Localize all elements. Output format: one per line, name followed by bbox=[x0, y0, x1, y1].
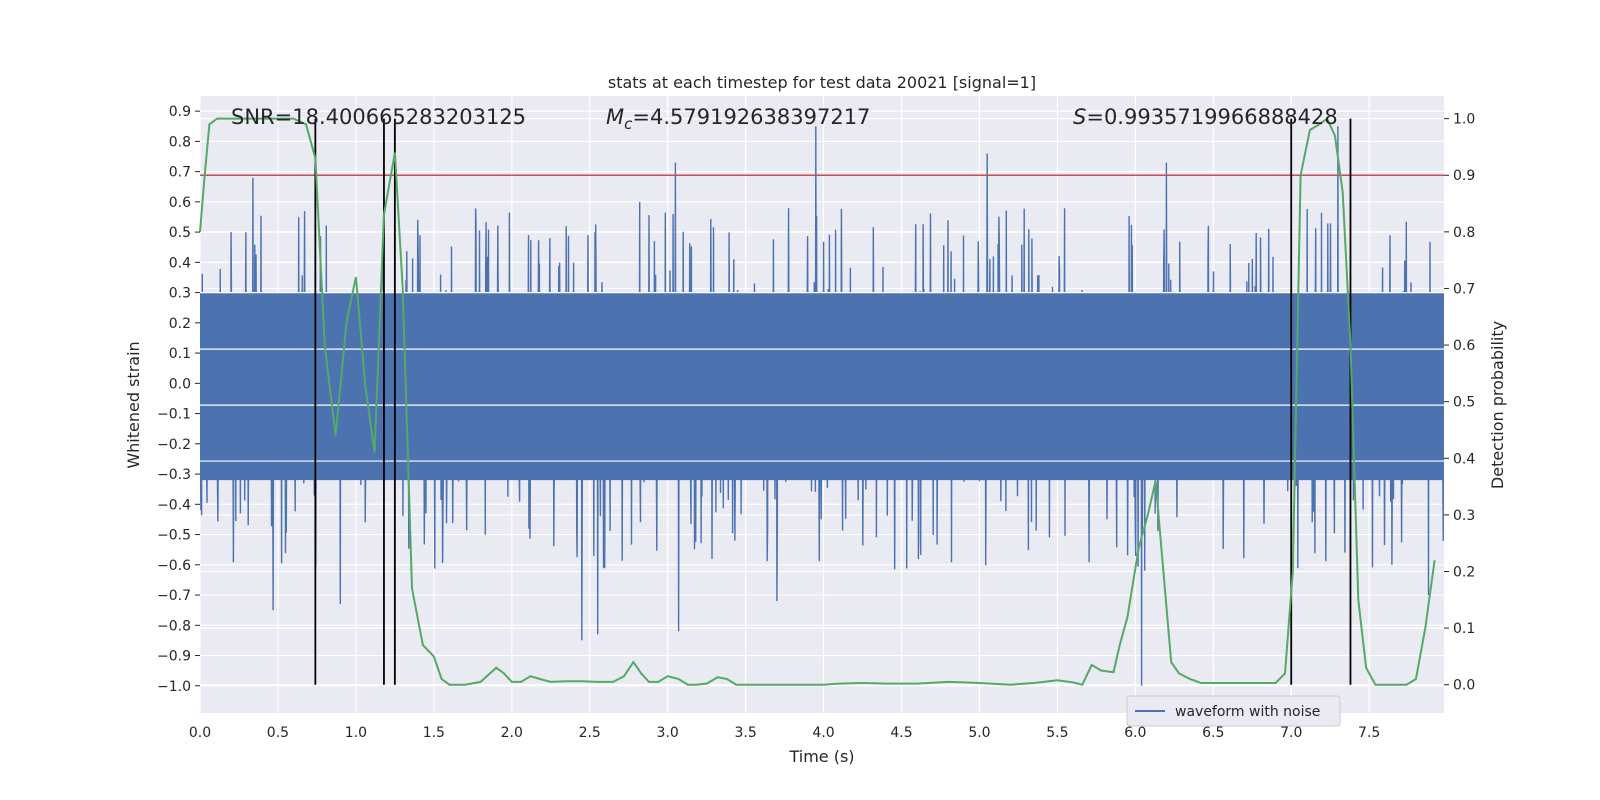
y-tick-label-right: 0.3 bbox=[1453, 508, 1475, 524]
x-tick-label: 5.0 bbox=[968, 725, 990, 741]
x-tick-label: 1.5 bbox=[423, 725, 445, 741]
y-tick-label-left: 0.2 bbox=[169, 316, 191, 332]
y-tick-label-right: 1.0 bbox=[1453, 112, 1475, 128]
y-tick-label-left: −0.1 bbox=[157, 407, 191, 423]
x-tick-label: 4.0 bbox=[812, 725, 834, 741]
y-tick-label-left: −1.0 bbox=[157, 679, 191, 695]
tick-layer: 0.0 0.5 1.0 1.5 2.0 2.5 3.0 3.5 4.0 4.5 5.0 5.5 6.0 6… bbox=[157, 104, 1475, 741]
x-tick-label: 7.0 bbox=[1280, 725, 1302, 741]
s-value: =0.9935719966888428 bbox=[1086, 105, 1337, 129]
y-axis-label-left: Whitened strain bbox=[124, 341, 143, 468]
y-tick-label-right: 0.7 bbox=[1453, 281, 1475, 297]
x-tick-label: 0.5 bbox=[267, 725, 289, 741]
chart-title: stats at each timestep for test data 200… bbox=[608, 73, 1036, 92]
y-tick-label-left: −0.2 bbox=[157, 437, 191, 453]
x-tick-label: 1.0 bbox=[345, 725, 367, 741]
x-tick-label: 3.5 bbox=[734, 725, 756, 741]
y-axis-label-right: Detection probability bbox=[1488, 321, 1507, 489]
mc-annotation: Mc=4.579192638397217 bbox=[606, 105, 870, 133]
x-tick-label: 3.0 bbox=[657, 725, 679, 741]
legend: waveform with noise bbox=[1126, 695, 1341, 727]
x-tick-label: 5.5 bbox=[1046, 725, 1068, 741]
legend-box bbox=[1126, 695, 1341, 727]
y-tick-label-left: −0.7 bbox=[157, 588, 191, 604]
y-tick-label-left: −0.3 bbox=[157, 467, 191, 483]
y-tick-label-right: 0.6 bbox=[1453, 338, 1475, 354]
x-tick-label: 6.0 bbox=[1124, 725, 1146, 741]
mc-symbol: M bbox=[606, 105, 624, 129]
y-tick-label-left: 0.8 bbox=[169, 134, 191, 150]
x-tick-label: 0.0 bbox=[189, 725, 211, 741]
y-tick-label-left: −0.5 bbox=[157, 528, 191, 544]
y-tick-label-right: 0.9 bbox=[1453, 168, 1475, 184]
x-tick-label: 2.0 bbox=[501, 725, 523, 741]
x-tick-label: 7.5 bbox=[1358, 725, 1380, 741]
y-tick-label-right: 0.2 bbox=[1453, 564, 1475, 580]
x-tick-label: 4.5 bbox=[890, 725, 912, 741]
y-tick-label-left: −0.8 bbox=[157, 618, 191, 634]
s-symbol: S bbox=[1073, 105, 1086, 129]
y-tick-label-right: 0.8 bbox=[1453, 225, 1475, 241]
y-tick-label-left: 0.4 bbox=[169, 255, 191, 271]
y-tick-label-left: 0.9 bbox=[169, 104, 191, 120]
y-tick-label-left: −0.6 bbox=[157, 558, 191, 574]
probability-line bbox=[199, 117, 1436, 686]
x-tick-label: 6.5 bbox=[1202, 725, 1224, 741]
y-tick-label-left: 0.7 bbox=[169, 165, 191, 181]
waveform-line bbox=[200, 126, 1444, 686]
y-tick-label-right: 0.1 bbox=[1453, 621, 1475, 637]
mc-subscript: c bbox=[624, 115, 633, 133]
mc-value: =4.579192638397217 bbox=[632, 105, 870, 129]
y-tick-label-left: 0.5 bbox=[169, 225, 191, 241]
legend-label-waveform: waveform with noise bbox=[1175, 704, 1320, 720]
snr-annotation: SNR=18.400665283203125 bbox=[231, 105, 526, 129]
s-annotation: S=0.9935719966888428 bbox=[1073, 105, 1338, 129]
y-tick-label-left: 0.6 bbox=[169, 195, 191, 211]
y-tick-label-right: 0.4 bbox=[1453, 451, 1475, 467]
probability-layer bbox=[199, 117, 1436, 686]
y-tick-label-left: −0.9 bbox=[157, 649, 191, 665]
y-tick-label-left: 0.1 bbox=[169, 346, 191, 362]
y-tick-label-left: 0.0 bbox=[169, 376, 191, 392]
y-tick-label-left: −0.4 bbox=[157, 497, 191, 513]
y-tick-label-left: 0.3 bbox=[169, 286, 191, 302]
y-tick-label-right: 0.5 bbox=[1453, 395, 1475, 411]
x-tick-label: 2.5 bbox=[579, 725, 601, 741]
y-tick-label-right: 0.0 bbox=[1453, 678, 1475, 694]
x-axis-label: Time (s) bbox=[788, 747, 854, 766]
